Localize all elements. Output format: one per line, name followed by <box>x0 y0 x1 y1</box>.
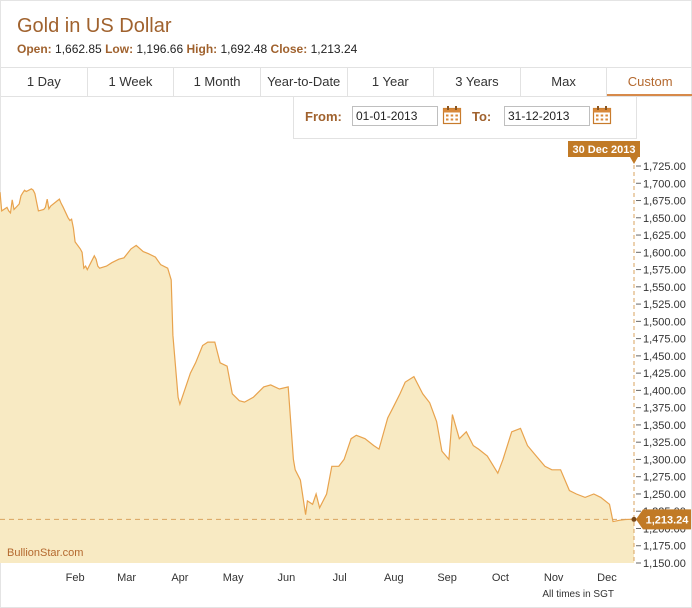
tab-max[interactable]: Max <box>521 68 608 96</box>
x-tick-label: Dec <box>597 572 617 584</box>
from-date-input[interactable] <box>352 106 438 126</box>
value-flag-label: 1,213.24 <box>646 514 690 526</box>
price-line <box>0 188 634 523</box>
page-title: Gold in US Dollar <box>17 15 172 37</box>
x-tick-label: May <box>223 572 244 584</box>
high-label: High: <box>186 42 218 56</box>
x-tick-label: Sep <box>437 572 457 584</box>
open-label: Open: <box>17 42 52 56</box>
y-tick-label: 1,600.00 <box>643 247 686 259</box>
y-tick-label: 1,525.00 <box>643 299 686 311</box>
low-value: 1,196.66 <box>136 42 184 56</box>
tab-year-to-date[interactable]: Year-to-Date <box>261 68 348 96</box>
y-tick-label: 1,275.00 <box>643 472 686 484</box>
high-value: 1,692.48 <box>220 42 268 56</box>
x-tick-label: Feb <box>66 572 85 584</box>
low-label: Low: <box>105 42 134 56</box>
y-tick-label: 1,475.00 <box>643 334 686 346</box>
watermark: BullionStar.com <box>7 547 83 559</box>
y-tick-label: 1,375.00 <box>643 403 686 415</box>
y-tick-label: 1,400.00 <box>643 385 686 397</box>
price-area <box>0 188 634 564</box>
y-tick-label: 1,450.00 <box>643 351 686 363</box>
custom-range-panel: From: To: <box>293 97 637 139</box>
date-flag: 30 Dec 2013 <box>568 141 640 164</box>
calendar-icon[interactable] <box>592 105 612 125</box>
y-tick-label: 1,425.00 <box>643 368 686 380</box>
x-tick-label: Jun <box>278 572 296 584</box>
close-label: Close: <box>270 42 308 56</box>
y-tick-label: 1,575.00 <box>643 265 686 277</box>
ohlc-summary: Open: 1,662.85 Low: 1,196.66 High: 1,692… <box>17 42 357 56</box>
tab-3-years[interactable]: 3 Years <box>434 68 521 96</box>
tab-1-year[interactable]: 1 Year <box>348 68 435 96</box>
tab-1-day[interactable]: 1 Day <box>1 68 88 96</box>
x-tick-label: Nov <box>544 572 564 584</box>
close-value: 1,213.24 <box>310 42 358 56</box>
y-tick-label: 1,325.00 <box>643 437 686 449</box>
y-tick-label: 1,300.00 <box>643 454 686 466</box>
tab-1-week[interactable]: 1 Week <box>88 68 175 96</box>
y-tick-label: 1,500.00 <box>643 316 686 328</box>
to-date-input[interactable] <box>504 106 590 126</box>
open-value: 1,662.85 <box>55 42 102 56</box>
y-tick-label: 1,725.00 <box>643 161 686 173</box>
last-point-marker <box>631 516 637 522</box>
value-flag-background <box>636 509 691 530</box>
value-flag: 1,213.24 <box>636 509 691 530</box>
y-tick-label: 1,700.00 <box>643 178 686 190</box>
range-tabs: 1 Day 1 Week 1 Month Year-to-Date 1 Year… <box>1 67 692 97</box>
calendar-icon[interactable] <box>442 105 462 125</box>
x-tick-label: Aug <box>384 572 404 584</box>
from-label: From: <box>305 109 342 124</box>
y-tick-label: 1,625.00 <box>643 230 686 242</box>
x-tick-label: Oct <box>492 572 509 584</box>
y-tick-label: 1,350.00 <box>643 420 686 432</box>
to-label: To: <box>472 109 492 124</box>
date-flag-label: 30 Dec 2013 <box>573 144 636 156</box>
y-tick-label: 1,250.00 <box>643 489 686 501</box>
y-tick-label: 1,150.00 <box>643 558 686 570</box>
y-tick-label: 1,175.00 <box>643 541 686 553</box>
y-tick-label: 1,650.00 <box>643 213 686 225</box>
x-tick-label: Jul <box>333 572 347 584</box>
x-tick-label: Mar <box>117 572 136 584</box>
y-tick-label: 1,550.00 <box>643 282 686 294</box>
y-tick-label: 1,675.00 <box>643 196 686 208</box>
date-flag-background <box>568 141 640 164</box>
tab-1-month[interactable]: 1 Month <box>174 68 261 96</box>
x-tick-label: Apr <box>171 572 188 584</box>
timezone-footnote: All times in SGT <box>542 589 614 600</box>
tab-custom[interactable]: Custom <box>607 68 692 96</box>
